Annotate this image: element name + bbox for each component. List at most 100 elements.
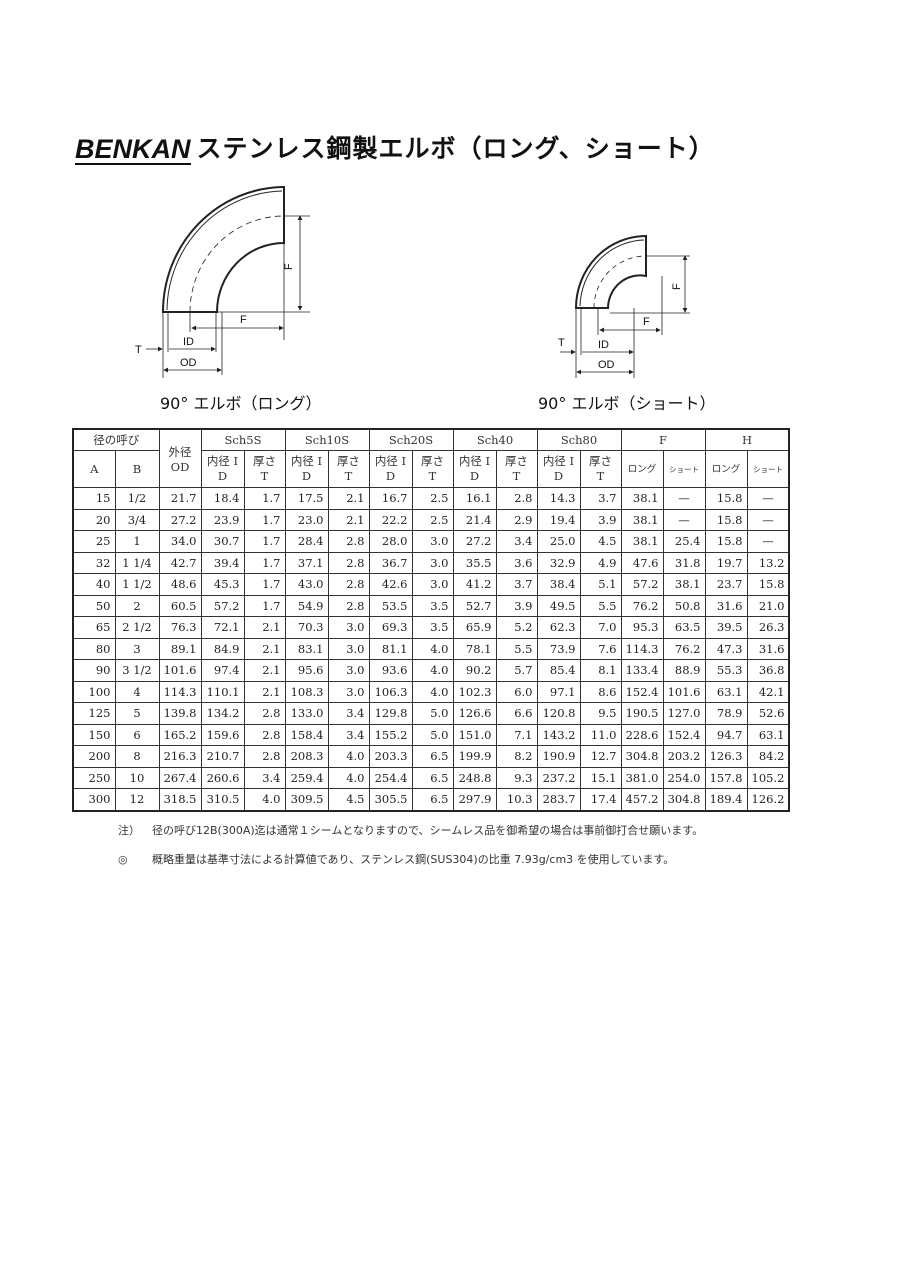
cell-size-b: 3 [114, 637, 160, 660]
table-cell: 9.5 [579, 702, 622, 725]
table-cell: 7.1 [495, 723, 538, 746]
header-id: 内径 I D [452, 450, 497, 488]
table-cell: 259.4 [284, 766, 329, 789]
table-cell: 155.2 [368, 723, 413, 746]
table-row: 20 3/4 27.2 23.9 1.7 23.0 2.1 22.2 2.5 21.4 2.9 19.… [72, 508, 790, 531]
table-cell: 93.6 [368, 659, 413, 682]
table-cell: 309.5 [284, 788, 329, 811]
table-cell: 76.2 [620, 594, 664, 617]
header-t: 厚さ T [495, 450, 538, 488]
table-cell: 457.2 [620, 788, 664, 811]
page-title: BENKAN ステンレス鋼製エルボ（ロング、ショート） [75, 133, 715, 165]
table-cell: 4.9 [579, 551, 622, 574]
note-mark: ◎ [118, 853, 128, 866]
cell-size-b: 1 [114, 530, 160, 553]
table-cell: 106.3 [368, 680, 413, 703]
table-cell: 84.2 [746, 745, 790, 768]
cell-size-a: 40 [72, 573, 116, 596]
cell-size-b: 8 [114, 745, 160, 768]
table-cell: 134.2 [200, 702, 245, 725]
header-id: 内径 I D [536, 450, 581, 488]
table-cell: 4.0 [243, 788, 286, 811]
table-cell: 126.6 [452, 702, 497, 725]
long-f-vertical-label: F [283, 263, 295, 270]
table-cell: 22.2 [368, 508, 413, 531]
cell-size-a: 300 [72, 788, 116, 811]
table-cell: 3.5 [411, 616, 454, 639]
table-cell: 5.2 [495, 616, 538, 639]
table-cell: 97.4 [200, 659, 245, 682]
table-cell: 3.0 [411, 530, 454, 553]
table-cell: 5.5 [495, 637, 538, 660]
table-cell: 12.7 [579, 745, 622, 768]
table-cell: 11.0 [579, 723, 622, 746]
table-cell: 158.4 [284, 723, 329, 746]
table-cell: 3.0 [327, 659, 370, 682]
table-cell: 3.9 [579, 508, 622, 531]
table-cell: 127.0 [662, 702, 706, 725]
cell-size-b: 10 [114, 766, 160, 789]
table-cell: 27.2 [452, 530, 497, 553]
title-text: ステンレス鋼製エルボ（ロング、ショート） [196, 134, 715, 163]
cell-size-b: 3/4 [114, 508, 160, 531]
short-t-label: T [558, 337, 565, 349]
note-weight: ◎ 概略重量は基準寸法による計算値であり、ステンレス鋼(SUS304)の比重 7.… [118, 851, 674, 867]
table-cell: 18.4 [200, 487, 245, 510]
table-cell: 4.5 [327, 788, 370, 811]
table-cell: 3.0 [327, 637, 370, 660]
table-cell: 3.0 [327, 680, 370, 703]
table-cell: 159.6 [200, 723, 245, 746]
header-a: A [72, 450, 116, 488]
table-cell: 318.5 [158, 788, 202, 811]
table-cell: 3.6 [495, 551, 538, 574]
header-sch20s: Sch20S [368, 428, 454, 451]
long-elbow-drawing [146, 185, 310, 378]
table-cell: — [662, 487, 706, 510]
long-t-label: T [135, 344, 142, 356]
elbow-dimension-table: 径の呼び 外径 OD Sch5S Sch10S Sch20S Sch40 Sch… [72, 428, 791, 812]
table-cell: 83.1 [284, 637, 329, 660]
table-cell: 254.0 [662, 766, 706, 789]
table-cell: 5.5 [579, 594, 622, 617]
table-cell: 78.9 [704, 702, 748, 725]
table-cell: 297.9 [452, 788, 497, 811]
table-row: 250 10 267.4 260.6 3.4 259.4 4.0 254.4 6.5 248.8 9… [72, 766, 790, 789]
table-cell: 6.5 [411, 788, 454, 811]
table-cell: 81.1 [368, 637, 413, 660]
table-cell: 3.4 [327, 723, 370, 746]
table-cell: 152.4 [662, 723, 706, 746]
table-cell: 165.2 [158, 723, 202, 746]
table-cell: 31.8 [662, 551, 706, 574]
header-sch5s: Sch5S [200, 428, 286, 451]
table-cell: 52.6 [746, 702, 790, 725]
table-row: 25 1 34.0 30.7 1.7 28.4 2.8 28.0 3.0 27.2 3.4 25.0 4… [72, 530, 790, 553]
short-f-horizontal-label: F [643, 316, 650, 328]
table-cell: 5.0 [411, 723, 454, 746]
table-cell: 5.0 [411, 702, 454, 725]
table-cell: 27.2 [158, 508, 202, 531]
table-cell: 114.3 [620, 637, 664, 660]
table-cell: 4.0 [327, 766, 370, 789]
table-cell: 304.8 [662, 788, 706, 811]
header-short: ショート [662, 450, 706, 488]
cell-size-b: 1/2 [114, 487, 160, 510]
table-cell: 25.4 [662, 530, 706, 553]
cell-size-a: 200 [72, 745, 116, 768]
header-sch10s: Sch10S [284, 428, 370, 451]
cell-size-a: 25 [72, 530, 116, 553]
table-cell: 210.7 [200, 745, 245, 768]
table-cell: 19.4 [536, 508, 581, 531]
header-id: 内径 I D [200, 450, 245, 488]
table-cell: 26.3 [746, 616, 790, 639]
table-cell: 114.3 [158, 680, 202, 703]
table-cell: 3.7 [495, 573, 538, 596]
table-cell: 15.8 [704, 530, 748, 553]
cell-size-b: 1 1/2 [114, 573, 160, 596]
table-cell: 57.2 [620, 573, 664, 596]
table-cell: 39.4 [200, 551, 245, 574]
table-cell: 2.1 [327, 508, 370, 531]
cell-size-a: 90 [72, 659, 116, 682]
table-cell: 9.3 [495, 766, 538, 789]
cell-size-a: 50 [72, 594, 116, 617]
table-cell: 57.2 [200, 594, 245, 617]
